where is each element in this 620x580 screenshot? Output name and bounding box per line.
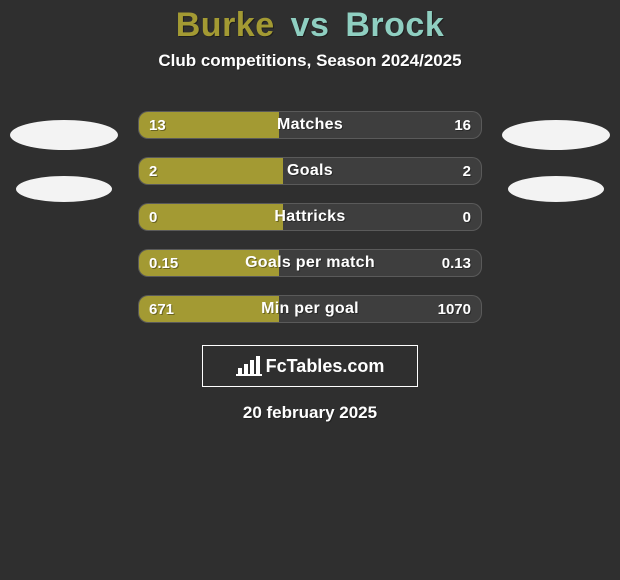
bar-value-right: 1070 [438,296,471,322]
bar-value-left: 0.15 [149,250,178,276]
bar-label: Goals [139,158,481,184]
bar-chart-icon [236,356,262,376]
title-vs: vs [291,6,330,44]
bar-label: Hattricks [139,204,481,230]
bar-value-right: 0 [463,204,471,230]
bar-label: Goals per match [139,250,481,276]
title-player-right: Brock [345,6,444,44]
snapshot-date: 20 february 2025 [0,403,620,423]
stat-bar: Goals per match0.15 0.13 [138,249,482,277]
stat-bars: Matches13 16 Goals2 2 Hattricks0 0 Goals per m… [138,111,482,323]
left-photo-ellipse-small [16,176,112,202]
stat-bar: Matches13 16 [138,111,482,139]
stat-bar: Goals2 2 [138,157,482,185]
subtitle: Club competitions, Season 2024/2025 [0,51,620,71]
stat-bar: Min per goal671 1070 [138,295,482,323]
right-photo-ellipse-small [508,176,604,202]
bar-label: Matches [139,112,481,138]
bar-label: Min per goal [139,296,481,322]
comparison-card: Burke vs Brock Club competitions, Season… [0,0,620,580]
title: Burke vs Brock [0,0,620,45]
right-photo-ellipse-big [502,120,610,150]
brand-badge: FcTables.com [202,345,418,387]
title-player-left: Burke [176,6,275,44]
stat-bar: Hattricks0 0 [138,203,482,231]
left-photo-placeholders [10,120,118,202]
brand-text: FcTables.com [266,356,385,377]
bar-value-right: 0.13 [442,250,471,276]
right-photo-placeholders [502,120,610,202]
bar-value-right: 16 [454,112,471,138]
bar-value-left: 0 [149,204,157,230]
bar-value-left: 2 [149,158,157,184]
bar-value-right: 2 [463,158,471,184]
bar-value-left: 13 [149,112,166,138]
bar-value-left: 671 [149,296,174,322]
left-photo-ellipse-big [10,120,118,150]
